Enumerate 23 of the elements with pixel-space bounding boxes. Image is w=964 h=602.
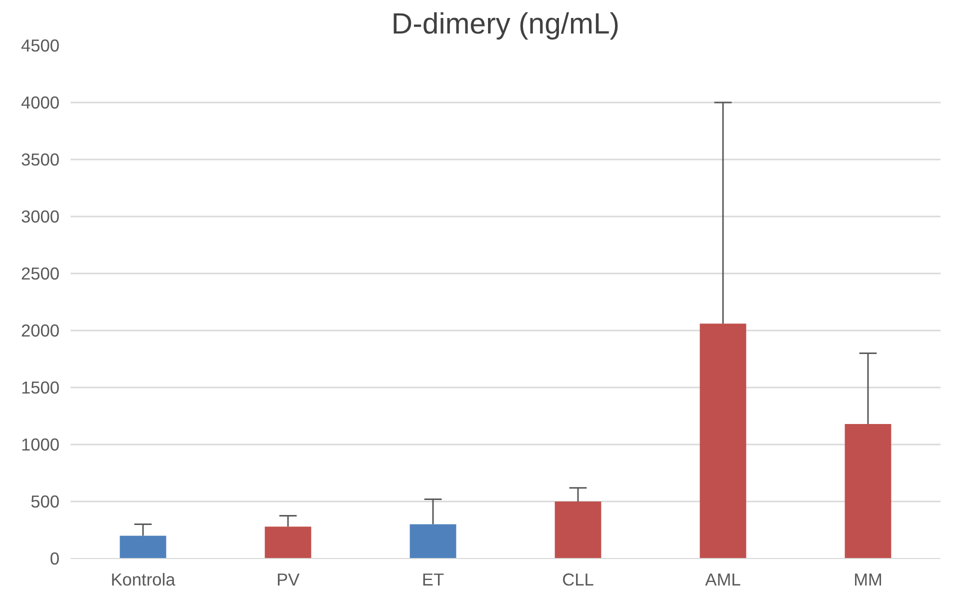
bar: [700, 324, 746, 558]
x-tick-label: CLL: [562, 570, 594, 590]
y-tick-label: 1000: [20, 434, 60, 454]
y-tick-label: 3000: [20, 206, 60, 226]
y-tick-label: 1500: [20, 378, 60, 398]
x-tick-label: ET: [422, 570, 444, 590]
y-tick-label: 4500: [20, 36, 60, 56]
y-tick-label: 0: [50, 548, 60, 568]
y-tick-label: 2500: [20, 264, 60, 284]
x-tick-label: AML: [705, 570, 742, 590]
bar: [554, 502, 602, 558]
y-tick-label: 4000: [20, 92, 60, 112]
chart-title: D-dimery (ng/mL): [391, 8, 620, 40]
x-tick-label: Kontrola: [110, 570, 176, 590]
y-tick-label: 500: [30, 492, 60, 512]
y-tick-label: 2000: [20, 320, 60, 340]
bar: [264, 526, 312, 558]
bar: [844, 424, 892, 558]
y-tick-label: 3500: [20, 150, 60, 170]
x-tick-label: PV: [276, 570, 300, 590]
bar: [120, 536, 166, 558]
x-tick-label: MM: [854, 570, 882, 590]
bar: [410, 524, 456, 558]
